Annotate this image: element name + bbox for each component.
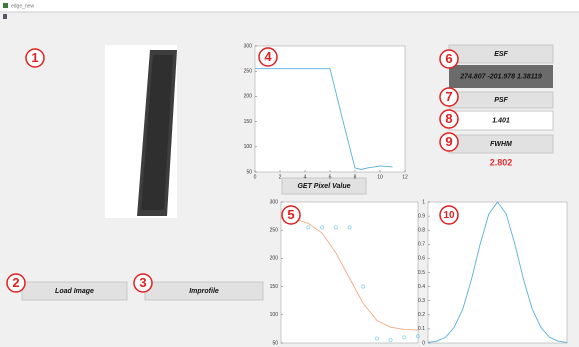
app-window: edge_new Load Image Improfile GET Pixel … xyxy=(0,0,579,347)
plot-area xyxy=(255,46,405,172)
psf-button[interactable]: PSF xyxy=(449,92,553,108)
y-tick-label: 0.7 xyxy=(418,242,425,248)
y-tick-label: 0.6 xyxy=(418,256,425,262)
fwhm-button[interactable]: FWHM xyxy=(449,135,553,153)
marker-number: 2 xyxy=(12,275,19,290)
app-icon xyxy=(3,3,8,8)
y-tick-label: 1 xyxy=(422,199,425,205)
esf-button[interactable]: ESF xyxy=(449,45,553,63)
y-tick-label: 0.9 xyxy=(418,213,425,219)
get-pixel-button[interactable]: GET Pixel Value xyxy=(282,178,366,194)
marker-number: 4 xyxy=(264,49,272,64)
y-tick-label: 300 xyxy=(270,199,279,205)
marker-number: 3 xyxy=(139,275,146,290)
fwhm-result: 2.802 xyxy=(490,157,513,167)
y-tick-label: 50 xyxy=(272,340,278,346)
button-label[interactable]: Load Image xyxy=(55,288,94,295)
marker-number: 6 xyxy=(445,51,452,66)
y-tick-label: 250 xyxy=(270,228,279,234)
y-tick-label: 0.4 xyxy=(418,284,425,290)
marker-number: 5 xyxy=(287,207,294,222)
y-tick-label: 0.8 xyxy=(418,228,425,234)
marker-number: 10 xyxy=(443,210,455,221)
x-tick-label: 4 xyxy=(304,174,307,180)
x-tick-label: 2 xyxy=(279,174,282,180)
x-tick-label: 10 xyxy=(377,174,383,180)
toolbar-icon[interactable] xyxy=(3,14,7,19)
x-tick-label: 0 xyxy=(254,174,257,180)
x-tick-label: 6 xyxy=(329,174,332,180)
y-tick-label: 150 xyxy=(244,119,253,125)
button-label[interactable]: ESF xyxy=(494,51,508,58)
load-image-button[interactable]: Load Image xyxy=(22,282,127,300)
y-tick-label: 100 xyxy=(244,144,253,150)
marker-number: 9 xyxy=(445,134,452,149)
y-tick-label: 150 xyxy=(270,284,279,290)
y-tick-label: 0.2 xyxy=(418,312,425,318)
y-tick-label: 200 xyxy=(244,94,253,100)
y-tick-label: 200 xyxy=(270,256,279,262)
y-tick-label: 0.1 xyxy=(418,326,425,332)
marker-number: 8 xyxy=(445,111,452,126)
y-tick-label: 100 xyxy=(270,312,279,318)
psf-result: 1.401 xyxy=(492,117,510,124)
y-tick-label: 250 xyxy=(244,69,253,75)
y-tick-label: 0.3 xyxy=(418,298,425,304)
x-tick-label: 8 xyxy=(354,174,357,180)
improfile-button[interactable]: Improfile xyxy=(145,282,263,300)
button-label[interactable]: FWHM xyxy=(490,141,512,148)
x-tick-label: 12 xyxy=(402,174,408,180)
button-label[interactable]: Improfile xyxy=(189,288,219,295)
marker-number: 1 xyxy=(31,50,38,65)
marker-number: 7 xyxy=(445,89,452,104)
title-bar xyxy=(0,0,579,12)
esf-result: 274.807 -201.978 1.38119 xyxy=(459,73,542,80)
button-label[interactable]: GET Pixel Value xyxy=(297,183,350,190)
window-title: edge_new xyxy=(11,3,34,9)
plot-area xyxy=(281,202,418,343)
button-label[interactable]: PSF xyxy=(494,97,508,104)
y-tick-label: 0 xyxy=(422,340,425,346)
y-tick-label: 0.5 xyxy=(418,270,425,276)
y-tick-label: 300 xyxy=(244,43,253,49)
y-tick-label: 50 xyxy=(246,169,252,175)
